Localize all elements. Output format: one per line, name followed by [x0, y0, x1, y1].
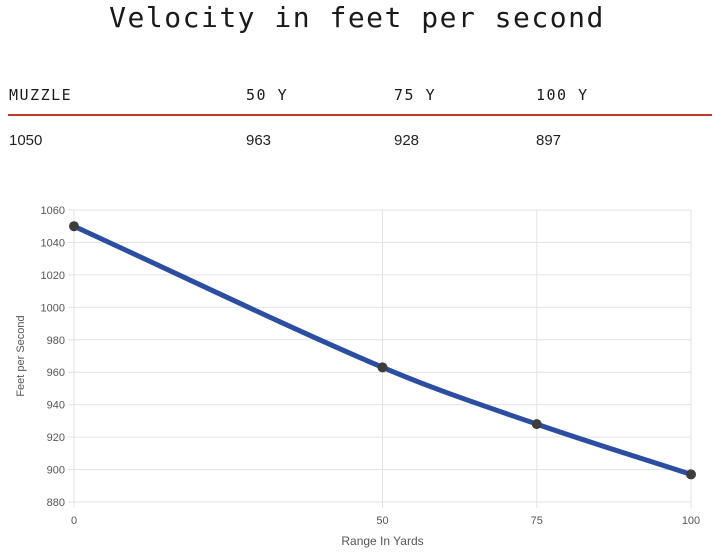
y-tick-label: 900	[47, 465, 65, 477]
chart-tick-labels: 880 900 920 940 960 980 1000 1020 1040 1060 0 50 75 1…	[41, 205, 701, 527]
x-tick-label: 100	[682, 515, 700, 527]
page-title: Velocity in feet per second	[109, 1, 605, 34]
velocity-chart: 880 900 920 940 960 980 1000 1020 1040 1060 0 50 75 1…	[15, 205, 701, 548]
table-header-divider	[8, 114, 712, 116]
y-axis-title: Feet per Second	[15, 315, 27, 396]
y-tick-label: 980	[47, 335, 65, 347]
y-tick-label: 940	[47, 400, 65, 412]
velocity-table: MUZZLE 50 Y 75 Y 100 Y 1050 963 928 897	[0, 80, 714, 160]
table-value-50-yards: 963	[246, 132, 272, 149]
x-tick-label: 50	[376, 515, 388, 527]
table-header-50-yards: 50 Y	[246, 86, 289, 104]
table-header-100-yards: 100 Y	[536, 86, 589, 104]
x-axis-title: Range In Yards	[341, 534, 423, 548]
table-value-100-yards: 897	[536, 132, 562, 149]
y-tick-label: 1040	[41, 237, 65, 249]
data-point	[377, 362, 388, 373]
y-tick-label: 1020	[41, 270, 65, 282]
y-tick-label: 1000	[41, 302, 65, 314]
data-point	[531, 419, 542, 430]
y-tick-label: 1060	[41, 205, 65, 217]
series-line	[71, 223, 694, 477]
table-value-75-yards: 928	[394, 132, 420, 149]
y-tick-label: 920	[47, 432, 65, 444]
table-header-75-yards: 75 Y	[394, 86, 437, 104]
chart-grid	[68, 209, 692, 508]
table-value-muzzle: 1050	[9, 132, 43, 149]
y-tick-label: 880	[47, 497, 65, 509]
data-point	[686, 469, 696, 480]
chart-series	[69, 221, 696, 480]
y-tick-label: 960	[47, 367, 65, 379]
table-header-muzzle: MUZZLE	[9, 86, 73, 104]
x-tick-label: 0	[71, 515, 77, 527]
x-tick-label: 75	[531, 515, 543, 527]
data-point	[69, 221, 79, 232]
